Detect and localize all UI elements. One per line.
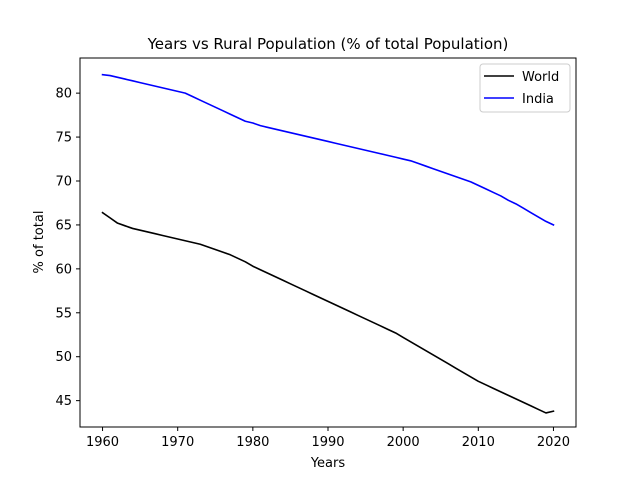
x-axis-label: Years xyxy=(310,456,346,471)
series-line-india xyxy=(101,73,555,226)
plot-frame xyxy=(79,57,577,428)
series-line-world xyxy=(101,211,555,414)
legend: World India xyxy=(479,63,571,113)
y-tick-label: 55 xyxy=(55,306,72,321)
x-tick-label: 1970 xyxy=(161,435,194,450)
x-tick-label: 2000 xyxy=(387,435,420,450)
y-tick-label: 75 xyxy=(55,131,72,146)
chart-title: Years vs Rural Population (% of total Po… xyxy=(147,35,509,53)
x-tick-label: 1980 xyxy=(236,435,269,450)
x-tick-label: 2020 xyxy=(537,435,570,450)
legend-label-india: India xyxy=(522,92,554,107)
y-axis-label: % of total xyxy=(32,211,47,274)
x-tick-label: 1960 xyxy=(86,435,119,450)
y-tick-label: 60 xyxy=(55,262,72,277)
y-tick-label: 70 xyxy=(55,175,72,190)
x-tick-label: 2010 xyxy=(462,435,495,450)
y-tick-label: 65 xyxy=(55,218,72,233)
y-tick-label: 45 xyxy=(55,394,72,409)
y-axis: 45 50 55 60 65 70 75 80 xyxy=(55,87,80,409)
x-tick-label: 1990 xyxy=(311,435,344,450)
y-tick-label: 50 xyxy=(55,350,72,365)
legend-label-world: World xyxy=(522,70,559,85)
plot-area xyxy=(101,73,555,414)
x-axis: 1960 1970 1980 1990 2000 2010 2020 xyxy=(86,427,570,450)
y-tick-label: 80 xyxy=(55,87,72,102)
